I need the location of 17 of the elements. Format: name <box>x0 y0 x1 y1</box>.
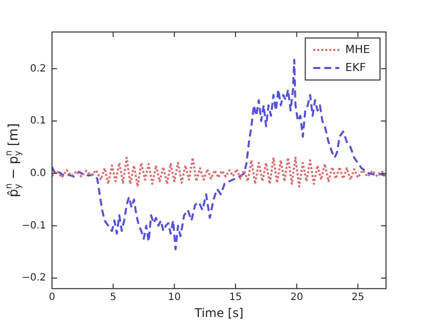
y-axis-title: p̂yn − pyn [m] <box>4 123 24 198</box>
x-tick-label: 15 <box>229 292 242 304</box>
x-tick-label: 25 <box>351 292 364 304</box>
y-tick-label: 0.1 <box>30 116 46 127</box>
y-tick-label: −0.2 <box>22 272 46 284</box>
x-axis-title: Time [s] <box>194 306 244 320</box>
x-tick-label: 20 <box>290 292 304 304</box>
x-tick-label: 0 <box>48 292 56 304</box>
legend-label: EKF <box>345 60 366 74</box>
x-tick-label: 5 <box>110 292 116 304</box>
line-series <box>52 58 386 250</box>
y-tick-label: 0.2 <box>30 63 46 74</box>
x-tick-label: 10 <box>168 292 181 304</box>
y-tick-label: −0.1 <box>22 220 46 232</box>
line-series <box>52 156 386 188</box>
y-tick-label: 0.0 <box>30 168 46 179</box>
legend-label: MHE <box>345 42 370 56</box>
